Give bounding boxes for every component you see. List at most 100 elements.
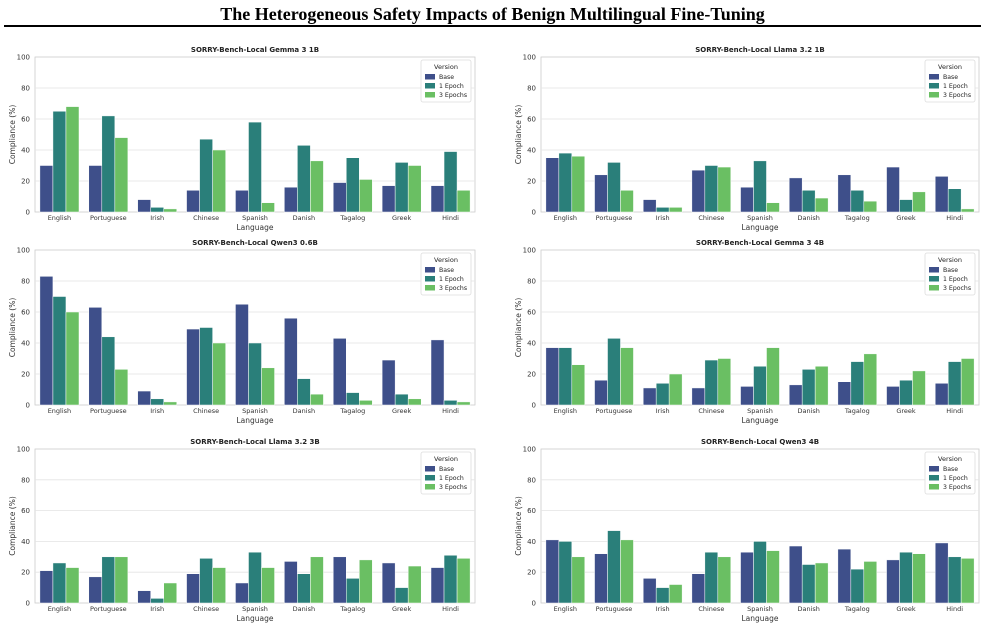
bar — [407, 165, 422, 213]
bar — [753, 160, 767, 213]
legend-title: Version — [938, 256, 962, 264]
x-tick-label: Irish — [656, 214, 670, 222]
bar — [456, 558, 471, 604]
legend-swatch — [425, 484, 435, 490]
x-tick-label: Portuguese — [596, 605, 633, 613]
bar — [620, 347, 634, 406]
y-tick-label: 0 — [532, 600, 536, 608]
bar — [310, 393, 324, 406]
x-tick-label: Hindi — [442, 407, 459, 415]
y-tick-label: 0 — [532, 209, 536, 217]
bar — [753, 366, 767, 406]
bar — [571, 155, 586, 213]
x-tick-label: Danish — [797, 407, 819, 415]
bar — [212, 567, 226, 604]
chart-panel: 0 20 40 60 80 100 SORRY-Bench-Local Qwen3 0.6B… — [8, 239, 476, 425]
chart-title: SORRY-Bench-Local Llama 3.2 3B — [190, 438, 320, 446]
bar — [443, 151, 458, 213]
bar — [297, 378, 311, 406]
y-axis-label: Compliance (%) — [514, 105, 523, 165]
bar — [443, 555, 458, 604]
bar — [704, 359, 719, 406]
bar — [558, 152, 573, 213]
y-axis-label: Compliance (%) — [514, 298, 523, 358]
bar — [430, 339, 445, 406]
y-tick-label: 100 — [523, 247, 536, 255]
bar — [346, 392, 360, 406]
bar — [212, 342, 226, 406]
x-tick-label: Spanish — [242, 214, 268, 222]
x-tick-label: Tagalog — [339, 605, 365, 613]
bar — [248, 342, 262, 406]
legend-title: Version — [938, 455, 962, 463]
x-tick-label: English — [554, 214, 577, 222]
y-tick-label: 60 — [21, 309, 30, 317]
bar — [788, 177, 803, 213]
legend-swatch — [425, 267, 435, 273]
bar — [691, 573, 706, 604]
bar — [801, 369, 816, 406]
legend-swatch — [425, 475, 435, 481]
bar — [456, 401, 471, 406]
x-tick-label: Portuguese — [90, 214, 127, 222]
bar — [863, 561, 878, 604]
x-tick-label: Irish — [656, 605, 670, 613]
chart-panel: 0 20 40 60 80 100 SORRY-Bench-Local Qwen3 4B La… — [514, 438, 980, 623]
legend-title: Version — [434, 256, 458, 264]
bar — [655, 587, 670, 604]
legend-label: Base — [943, 74, 958, 81]
x-tick-label: Chinese — [698, 605, 724, 613]
y-tick-label: 80 — [527, 476, 536, 484]
x-tick-label: English — [48, 407, 71, 415]
bar — [934, 383, 949, 406]
bar — [248, 121, 262, 213]
bar — [594, 379, 608, 406]
y-tick-label: 100 — [17, 247, 30, 255]
bar — [297, 145, 311, 213]
bar — [620, 539, 634, 604]
bar — [545, 347, 560, 406]
bar — [850, 568, 865, 604]
x-tick-label: Tagalog — [339, 407, 365, 415]
legend-swatch — [929, 92, 939, 98]
x-tick-label: Spanish — [747, 214, 773, 222]
x-tick-label: Chinese — [193, 214, 219, 222]
bar — [430, 567, 445, 604]
bar — [407, 565, 422, 604]
bar — [668, 373, 683, 406]
bar — [668, 584, 683, 604]
title-rule — [4, 25, 981, 27]
bar — [668, 207, 683, 213]
x-tick-label: Tagalog — [844, 214, 870, 222]
bar — [912, 370, 926, 406]
x-tick-label: Portuguese — [596, 214, 633, 222]
bar — [261, 567, 275, 604]
bar — [837, 174, 852, 213]
y-axis-label: Compliance (%) — [514, 496, 523, 556]
y-tick-label: 40 — [527, 147, 536, 155]
legend-swatch — [425, 276, 435, 282]
y-tick-label: 80 — [21, 476, 30, 484]
bar — [114, 556, 129, 604]
x-tick-label: Hindi — [946, 214, 963, 222]
bar — [886, 166, 900, 213]
bar — [163, 582, 178, 604]
legend-swatch — [425, 92, 435, 98]
bar — [912, 191, 926, 213]
y-tick-label: 80 — [527, 278, 536, 286]
y-tick-label: 20 — [527, 371, 536, 379]
bar — [691, 387, 706, 406]
x-tick-label: English — [48, 214, 71, 222]
legend-swatch — [929, 267, 939, 273]
bar — [753, 541, 767, 604]
legend-label: 1 Epoch — [439, 475, 464, 482]
x-axis-label: Language — [236, 416, 273, 425]
x-tick-label: Tagalog — [844, 605, 870, 613]
bar — [717, 556, 732, 604]
legend-box — [924, 451, 976, 495]
legend-swatch — [929, 466, 939, 472]
bar — [545, 539, 560, 604]
legend-label: 1 Epoch — [943, 475, 968, 482]
bar — [101, 336, 116, 406]
bar — [163, 401, 178, 406]
